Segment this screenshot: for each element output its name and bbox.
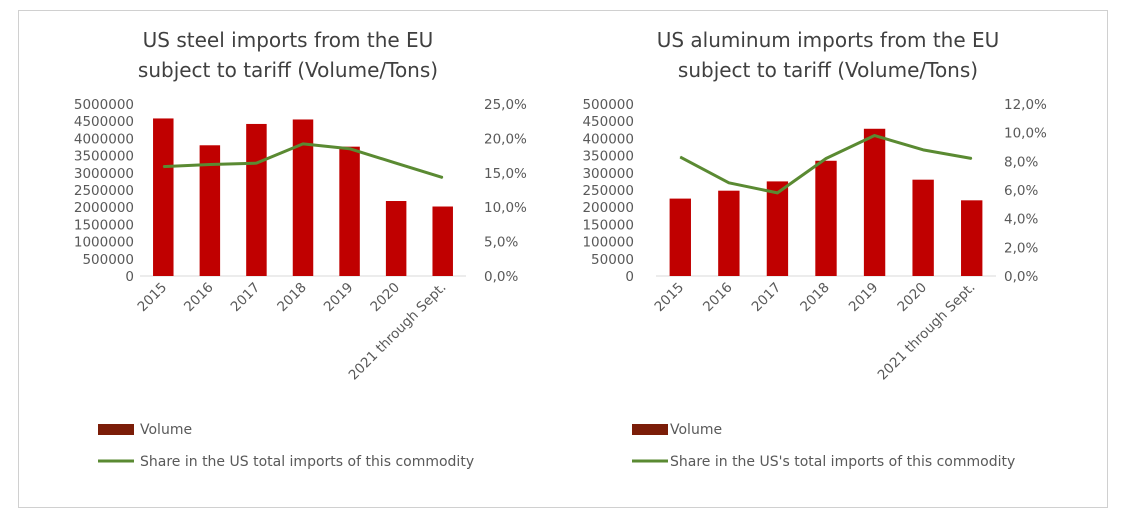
volume-bar	[385, 201, 407, 276]
legend-label-volume: Volume	[140, 422, 192, 438]
y-right-tick-label: 12,0%	[1004, 97, 1047, 113]
chart-title-line-1: US aluminum imports from the EU	[657, 28, 1000, 52]
chart-title-line-2: subject to tariff (Volume/Tons)	[678, 58, 978, 82]
y-right-tick-label: 25,0%	[484, 97, 527, 113]
volume-bar	[961, 200, 983, 276]
y-left-tick-label: 4000000	[74, 131, 134, 147]
volume-bar	[432, 206, 453, 276]
y-left-tick-label: 1000000	[74, 235, 134, 251]
share-line-point	[825, 157, 827, 159]
volume-bar	[669, 198, 691, 276]
y-right-tick-label: 0,0%	[1004, 269, 1038, 285]
y-left-tick-label: 450000	[582, 114, 634, 130]
volume-bar	[246, 123, 267, 277]
y-left-tick-label: 2000000	[74, 200, 134, 216]
y-left-tick-label: 100000	[582, 235, 634, 251]
y-left-tick-label: 500000	[82, 252, 134, 268]
x-tick-label: 2018	[274, 280, 310, 316]
y-right-tick-label: 4,0%	[1004, 212, 1038, 228]
chart-title-line-2: subject to tariff (Volume/Tons)	[138, 58, 438, 82]
y-left-tick-label: 2500000	[74, 183, 134, 199]
volume-bar	[815, 160, 837, 276]
y-right-tick-label: 0,0%	[484, 269, 518, 285]
x-tick-label: 2018	[797, 280, 833, 316]
x-tick-label: 2016	[700, 280, 736, 316]
share-line-point	[728, 182, 730, 184]
y-left-tick-label: 400000	[582, 131, 634, 147]
y-left-tick-label: 350000	[582, 149, 634, 165]
y-right-tick-label: 2,0%	[1004, 240, 1038, 256]
x-tick-label: 2015	[652, 280, 688, 316]
y-left-tick-label: 0	[625, 269, 634, 285]
share-line-point	[922, 149, 924, 151]
share-line-point	[971, 157, 973, 159]
volume-bar	[153, 118, 174, 276]
share-line-point	[209, 164, 211, 166]
y-left-tick-label: 200000	[582, 200, 634, 216]
volume-bar	[339, 146, 360, 276]
share-line-point	[395, 162, 397, 164]
share-line-point	[679, 156, 681, 158]
x-tick-label: 2019	[846, 280, 882, 316]
y-right-tick-label: 10,0%	[1004, 126, 1047, 142]
share-line-point	[255, 162, 257, 164]
y-left-tick-label: 3000000	[74, 166, 134, 182]
legend-label-share: Share in the US's total imports of this …	[670, 454, 1015, 470]
share-line-point	[302, 143, 304, 145]
x-tick-label: 2015	[135, 280, 171, 316]
y-left-tick-label: 5000000	[74, 97, 134, 113]
chart-title-line-1: US steel imports from the EU	[143, 28, 434, 52]
share-line-point	[776, 192, 778, 194]
y-left-tick-label: 250000	[582, 183, 634, 199]
volume-bar	[766, 181, 789, 276]
y-left-tick-label: 3500000	[74, 149, 134, 165]
x-tick-label: 2017	[749, 280, 785, 316]
y-left-tick-label: 4500000	[74, 114, 134, 130]
volume-bar	[199, 145, 221, 276]
legend-label-volume: Volume	[670, 422, 722, 438]
y-right-tick-label: 20,0%	[484, 131, 527, 147]
share-line-point	[874, 135, 876, 137]
y-right-tick-label: 5,0%	[484, 235, 518, 251]
y-left-tick-label: 0	[125, 269, 134, 285]
y-right-tick-label: 8,0%	[1004, 154, 1038, 170]
volume-bar	[292, 119, 314, 276]
y-right-tick-label: 15,0%	[484, 166, 527, 182]
y-right-tick-label: 6,0%	[1004, 183, 1038, 199]
share-line-point	[442, 177, 444, 179]
aluminum-chart: US aluminum imports from the EU subject …	[582, 28, 1047, 470]
x-tick-label: 2016	[181, 280, 217, 316]
x-tick-label: 2020	[894, 280, 930, 316]
y-left-tick-label: 500000	[582, 97, 634, 113]
legend-label-share: Share in the US total imports of this co…	[140, 454, 474, 470]
legend-swatch-volume	[632, 424, 668, 435]
x-tick-label: 2017	[228, 280, 264, 316]
volume-bar	[912, 179, 934, 276]
x-tick-label: 2019	[321, 280, 357, 316]
y-left-tick-label: 150000	[582, 217, 634, 233]
volume-bar	[863, 128, 886, 276]
y-left-tick-label: 300000	[582, 166, 634, 182]
x-tick-label: 2020	[367, 280, 403, 316]
y-right-tick-label: 10,0%	[484, 200, 527, 216]
legend-swatch-volume	[98, 424, 134, 435]
y-left-tick-label: 50000	[591, 252, 634, 268]
y-left-tick-label: 1500000	[74, 217, 134, 233]
steel-chart: US steel imports from the EU subject to …	[74, 28, 527, 470]
share-line-point	[349, 148, 351, 150]
x-tick-label: 2021 through Sept.	[875, 280, 979, 384]
volume-bar	[718, 190, 740, 276]
share-line-point	[162, 166, 164, 168]
